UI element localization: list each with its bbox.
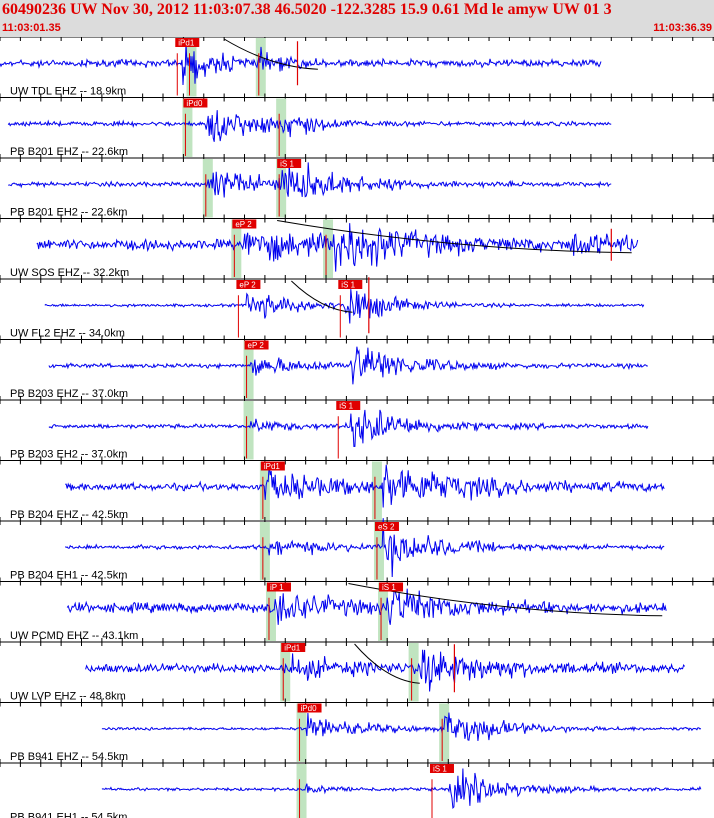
pick-window xyxy=(276,98,287,157)
pick-label: iPd1 xyxy=(284,644,301,653)
station-label: PB B203 EHZ -- 37.0km xyxy=(10,388,128,400)
pick-label: eP 2 xyxy=(239,281,256,290)
pick-marker xyxy=(175,38,200,47)
pick-label: iS 1 xyxy=(339,402,353,411)
pick-label: iP 1 xyxy=(270,583,284,592)
pick-window xyxy=(202,159,213,218)
waveform xyxy=(44,289,645,324)
pick-label: eP 2 xyxy=(248,341,265,350)
trace-row: iPd0 PB B941 EHZ -- 54.5km xyxy=(0,698,714,763)
pick-label: iPd1 xyxy=(178,39,195,48)
station-label: PB B941 EHZ -- 54.5km xyxy=(10,751,128,763)
pick-window xyxy=(255,38,266,97)
start-time: 11:03:01.35 xyxy=(2,22,61,34)
waveform xyxy=(64,518,665,578)
pick-window xyxy=(259,522,270,581)
pick-marker xyxy=(232,219,257,229)
station-label: UW TDL EHZ -- 18.9km xyxy=(10,86,126,98)
pick-marker xyxy=(379,582,404,592)
station-label: UW FL2 EHZ -- 34.0km xyxy=(10,328,125,340)
trace-row: eP 2 iS 1 UW FL2 EHZ -- 34.0km xyxy=(0,275,714,340)
pick-label: iPd1 xyxy=(264,462,281,471)
trace-row: eP 2 UW SOS EHZ -- 32.2km xyxy=(0,214,714,279)
waveform xyxy=(66,587,667,625)
predicted-arrival-curve xyxy=(277,220,632,254)
waveform xyxy=(48,346,649,385)
trace-row: iPd0 PB B201 EHZ -- 22.6km xyxy=(0,93,714,158)
pick-window xyxy=(323,219,334,278)
waveform xyxy=(101,712,702,741)
trace-row: iS 1 PB B941 EH1 -- 54.5km xyxy=(0,759,714,818)
trace-row: iPd1 UW LVP EHZ -- 48.8km xyxy=(0,638,714,703)
trace-row: iP 1 iS 1 UW PCMD EHZ -- 43.1km xyxy=(0,577,714,642)
pick-marker xyxy=(429,764,454,773)
pick-window xyxy=(243,401,254,460)
pick-label: iS 1 xyxy=(382,583,396,592)
predicted-arrival-curve xyxy=(354,643,420,684)
header-bar: 60490236 UW Nov 30, 2012 11:03:07.38 46.… xyxy=(0,0,714,37)
pick-label: iS 1 xyxy=(280,160,294,169)
pick-window xyxy=(182,98,193,157)
trace-row: iPd1 PB B204 EHZ -- 42.5km xyxy=(0,456,714,521)
pick-marker xyxy=(244,340,269,350)
pick-window xyxy=(371,461,382,520)
end-time: 11:03:36.39 xyxy=(653,22,712,34)
trace-row: eS 2 PB B204 EH1 -- 42.5km xyxy=(0,517,714,582)
pick-window xyxy=(296,764,307,818)
pick-marker xyxy=(277,159,302,168)
pick-label: iPd0 xyxy=(301,704,318,713)
waveform xyxy=(0,41,602,86)
pick-label: eS 2 xyxy=(378,523,395,532)
pick-marker xyxy=(374,522,399,531)
station-label: PB B203 EH2 -- 37.0km xyxy=(10,449,127,461)
station-label: PB B204 EH1 -- 42.5km xyxy=(10,570,127,582)
waveform xyxy=(36,223,639,272)
pick-label: eP 2 xyxy=(235,220,252,229)
pick-window xyxy=(231,219,242,278)
pick-marker xyxy=(336,401,361,410)
pick-marker xyxy=(183,98,208,108)
waveform xyxy=(7,110,612,142)
station-label: UW SOS EHZ -- 32.2km xyxy=(10,267,129,279)
pick-marker xyxy=(260,461,285,471)
event-title: 60490236 UW Nov 30, 2012 11:03:07.38 46.… xyxy=(2,1,612,18)
waveform xyxy=(65,464,665,508)
station-label: UW PCMD EHZ -- 43.1km xyxy=(10,630,138,642)
station-label: PB B201 EHZ -- 22.6km xyxy=(10,146,128,158)
predicted-arrival-curve xyxy=(223,38,318,70)
waveform xyxy=(85,649,685,692)
pick-window xyxy=(280,643,291,702)
seismogram-plot: iPd1 UW TDL EHZ -- 18.9km iPd0 PB B201 EHZ … xyxy=(0,37,714,818)
trace-row: iS 1 PB B203 EH2 -- 37.0km xyxy=(0,396,714,461)
pick-label: iS 1 xyxy=(341,281,355,290)
pick-window xyxy=(378,582,389,641)
pick-marker xyxy=(297,703,322,713)
pick-window xyxy=(439,703,450,762)
pick-window xyxy=(296,703,307,762)
station-label: PB B204 EHZ -- 42.5km xyxy=(10,509,128,521)
pick-marker xyxy=(266,582,291,592)
station-label: PB B201 EH2 -- 22.6km xyxy=(10,207,127,219)
trace-row: iPd1 UW TDL EHZ -- 18.9km xyxy=(0,37,714,98)
pick-window xyxy=(243,340,254,399)
pick-window xyxy=(408,643,419,702)
pick-window xyxy=(276,159,287,218)
pick-marker xyxy=(338,280,363,289)
pick-marker xyxy=(236,280,261,289)
trace-row: iS 1 PB B201 EH2 -- 22.6km xyxy=(0,154,714,219)
pick-marker xyxy=(281,643,306,652)
waveform xyxy=(101,768,702,810)
pick-label: iPd0 xyxy=(186,99,203,108)
station-label: PB B941 EH1 -- 54.5km xyxy=(10,812,127,818)
trace-row: eP 2 PB B203 EHZ -- 37.0km xyxy=(0,335,714,400)
waveform xyxy=(8,162,612,198)
predicted-arrival-curve xyxy=(291,280,353,313)
pick-label: iS 1 xyxy=(433,765,447,774)
pick-window xyxy=(373,522,384,581)
waveform xyxy=(48,409,649,448)
station-label: UW LVP EHZ -- 48.8km xyxy=(10,691,126,703)
